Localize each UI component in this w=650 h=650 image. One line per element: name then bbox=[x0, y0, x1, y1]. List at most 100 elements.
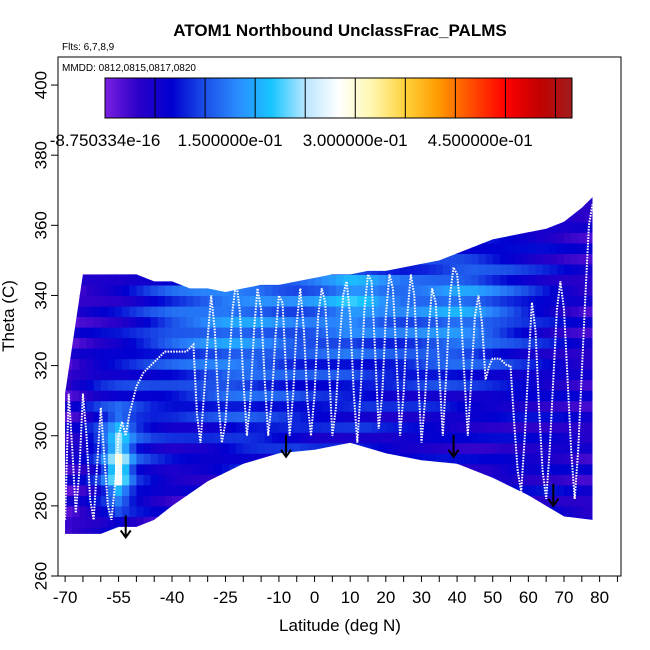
heatmap-cell bbox=[521, 211, 529, 223]
heatmap-cell bbox=[193, 274, 202, 286]
heatmap-cell bbox=[179, 327, 187, 339]
heatmap-cell bbox=[364, 327, 373, 339]
heatmap-cell bbox=[100, 358, 109, 370]
heatmap-cell bbox=[264, 369, 273, 381]
heatmap-cell bbox=[542, 306, 551, 318]
heatmap-cell bbox=[65, 316, 73, 328]
heatmap-cell bbox=[214, 526, 223, 534]
heatmap-cell bbox=[578, 316, 586, 328]
heatmap-cell bbox=[86, 242, 95, 254]
heatmap-cell bbox=[65, 274, 73, 286]
heatmap-cell bbox=[400, 474, 408, 486]
heatmap-cell bbox=[600, 380, 608, 391]
heatmap-cell bbox=[271, 221, 280, 233]
heatmap-cell bbox=[93, 505, 102, 517]
heatmap-cell bbox=[371, 221, 380, 233]
heatmap-cell bbox=[214, 337, 223, 349]
heatmap-cell bbox=[543, 537, 551, 548]
heatmap-cell bbox=[499, 358, 508, 370]
heatmap-cell bbox=[328, 316, 337, 328]
heatmap-cell bbox=[378, 253, 387, 265]
heatmap-cell bbox=[328, 221, 337, 233]
heatmap-cell bbox=[378, 411, 387, 423]
heatmap-cell bbox=[107, 484, 116, 496]
heatmap-cell bbox=[136, 453, 145, 465]
heatmap-cell bbox=[385, 211, 394, 223]
heatmap-cell bbox=[115, 316, 123, 328]
heatmap-cell bbox=[229, 316, 237, 328]
heatmap-cell bbox=[214, 295, 223, 307]
heatmap-cell bbox=[414, 284, 422, 296]
heatmap-cell bbox=[222, 537, 230, 548]
heatmap-cell bbox=[528, 274, 537, 286]
heatmap-cell bbox=[350, 253, 358, 265]
heatmap-cell bbox=[229, 421, 237, 433]
heatmap-cell bbox=[549, 505, 558, 517]
heatmap-cell bbox=[200, 411, 209, 423]
heatmap-cell bbox=[129, 327, 137, 339]
heatmap-cell bbox=[407, 211, 415, 223]
heatmap-cell bbox=[107, 200, 116, 212]
heatmap-cell bbox=[392, 253, 401, 265]
heatmap-cell bbox=[186, 284, 194, 296]
heatmap-cell bbox=[257, 369, 266, 381]
heatmap-cell bbox=[385, 284, 394, 296]
heatmap-cell bbox=[65, 274, 66, 286]
heatmap-cell bbox=[464, 505, 472, 517]
heatmap-cell bbox=[521, 495, 529, 507]
heatmap-cell bbox=[200, 221, 209, 233]
heatmap-cell bbox=[93, 295, 102, 307]
heatmap-cell bbox=[507, 442, 515, 454]
heatmap-cell bbox=[385, 411, 394, 423]
heatmap-cell bbox=[115, 295, 123, 307]
heatmap-cell bbox=[450, 463, 458, 475]
heatmap-cell bbox=[129, 232, 137, 244]
heatmap-cell bbox=[457, 390, 465, 402]
heatmap-cell bbox=[435, 253, 444, 265]
heatmap-cell bbox=[450, 253, 458, 265]
heatmap-cell bbox=[379, 180, 387, 191]
heatmap-cell bbox=[350, 211, 358, 223]
heatmap-cell bbox=[286, 284, 294, 296]
heatmap-cell bbox=[457, 484, 465, 496]
heatmap-cell bbox=[464, 306, 472, 318]
heatmap-cell bbox=[93, 242, 102, 254]
heatmap-cell bbox=[243, 411, 251, 423]
heatmap-cell bbox=[343, 232, 351, 244]
heatmap-cell bbox=[200, 263, 209, 275]
heatmap-cell bbox=[257, 400, 266, 412]
heatmap-cell bbox=[378, 211, 387, 223]
heatmap-cell bbox=[307, 421, 316, 433]
heatmap-cell bbox=[414, 337, 422, 349]
heatmap-cell bbox=[400, 505, 408, 517]
heatmap-cell bbox=[385, 379, 394, 391]
heatmap-cell bbox=[535, 284, 544, 296]
heatmap-cell bbox=[528, 379, 537, 391]
heatmap-cell bbox=[421, 337, 430, 349]
heatmap-cell bbox=[414, 537, 422, 548]
heatmap-cell bbox=[229, 474, 237, 486]
heatmap-cell bbox=[143, 421, 152, 433]
heatmap-cell bbox=[100, 379, 109, 391]
heatmap-cell bbox=[564, 242, 572, 254]
heatmap-cell bbox=[115, 200, 123, 212]
heatmap-cell bbox=[122, 253, 130, 265]
heatmap-cell bbox=[143, 327, 152, 339]
heatmap-cell bbox=[79, 411, 88, 423]
heatmap-cell bbox=[321, 197, 330, 202]
heatmap-cell bbox=[564, 284, 572, 296]
heatmap-cell bbox=[535, 327, 544, 339]
heatmap-cell bbox=[129, 221, 137, 233]
heatmap-cell bbox=[378, 463, 387, 475]
heatmap-cell bbox=[257, 263, 266, 275]
heatmap-cell bbox=[371, 432, 380, 444]
heatmap-cell bbox=[600, 506, 608, 517]
heatmap-cell bbox=[457, 474, 465, 486]
heatmap-cell bbox=[172, 180, 180, 191]
heatmap-cell bbox=[286, 263, 294, 275]
heatmap-cell bbox=[335, 200, 344, 212]
heatmap-cell bbox=[250, 232, 259, 244]
heatmap-cell bbox=[229, 200, 237, 212]
heatmap-cell bbox=[136, 421, 145, 433]
heatmap-cell bbox=[428, 379, 437, 391]
